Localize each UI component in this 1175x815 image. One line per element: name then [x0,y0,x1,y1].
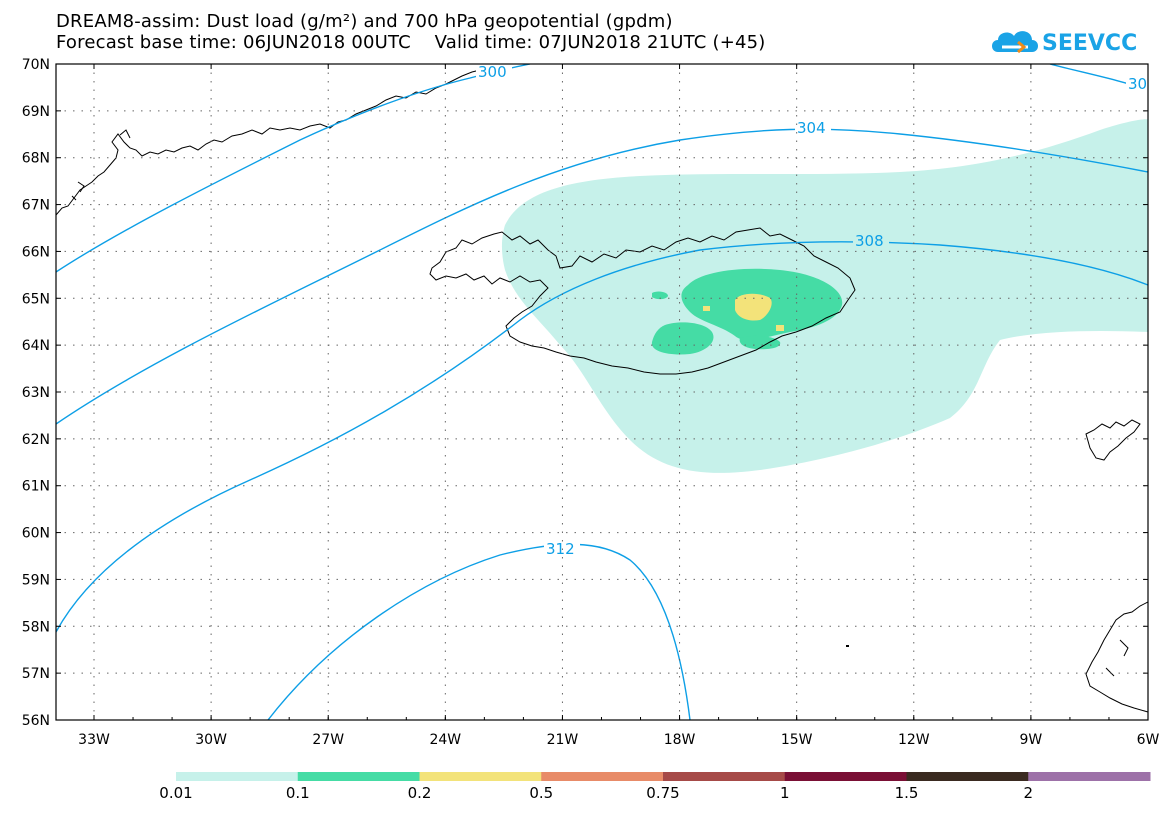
colorbar-label: 1.5 [894,784,919,802]
colorbar-swatch [419,772,542,781]
lat-label: 60N [22,526,50,542]
map-title-line2: Forecast base time: 06JUN2018 00UTC Vali… [56,32,766,53]
latitude-labels: 70N 69N 68N 67N 66N 65N 64N 63N 62N 61N 60N 59N 58N 5… [22,57,50,729]
colorbar-label: 0.01 [159,784,193,802]
greenland-coastline [71,129,131,201]
lat-label: 63N [22,385,50,401]
lat-label: 70N [22,57,50,73]
lon-label: 18W [664,732,696,748]
lon-label: 24W [429,732,461,748]
lat-label: 66N [22,244,50,260]
lat-label: 57N [22,666,50,682]
lat-label: 67N [22,198,50,214]
colorbar-label: 1 [779,784,790,802]
scotland-coastline [1085,601,1148,713]
longitude-labels: 33W 30W 27W 24W 21W 18W 15W 12W 9W 6W [78,732,1159,748]
colorbar-label: 0.75 [646,784,680,802]
iceland-coastline [429,227,856,375]
dust-shading-high [703,306,710,311]
dust-shading-medium [651,322,714,355]
colorbar-swatch [663,772,786,781]
lat-label: 61N [22,479,50,495]
lon-label: 30W [195,732,227,748]
colorbar-swatch [906,772,1029,781]
contour-label: 300 [478,63,507,81]
colorbar-swatch [297,772,420,781]
colorbar-swatch [784,772,907,781]
dust-shading-medium [652,291,668,300]
colorbar-label: 0.1 [285,784,310,802]
lat-label: 64N [22,338,50,354]
contour-label: 312 [546,540,575,558]
lon-label: 21W [547,732,579,748]
graticule [56,64,1148,720]
lon-label: 12W [898,732,930,748]
lon-label: 9W [1020,732,1043,748]
contour-300 [56,64,531,273]
contour-312 [267,543,691,720]
axis-ticks [56,63,1149,721]
lat-label: 62N [22,432,50,448]
faroe-coastline [1085,419,1141,461]
lon-label: 27W [312,732,344,748]
colorbar [176,772,1151,781]
lat-label: 65N [22,291,50,307]
contour-label: 30 [1128,75,1147,93]
seevccc-logo: SEEVCCC [992,31,1138,56]
dust-shading-medium [739,335,781,350]
colorbar-swatch [1028,772,1151,781]
logo-text: SEEVCCC [1042,31,1138,56]
colorbar-swatch [541,772,664,781]
lat-label: 69N [22,104,50,120]
colorbar-swatch [176,772,299,781]
contour-304 [56,128,1148,425]
lat-label: 56N [22,713,50,729]
lat-label: 59N [22,572,50,588]
colorbar-label: 0.5 [529,784,554,802]
lon-label: 15W [781,732,813,748]
lon-label: 6W [1137,732,1160,748]
lat-label: 58N [22,619,50,635]
contour-label: 304 [797,119,826,137]
dust-shading-high [735,293,772,321]
lat-label: 68N [22,151,50,167]
dust-shading-high [776,325,784,331]
contour-308 [56,241,1148,633]
lon-label: 33W [78,732,110,748]
colorbar-label: 0.2 [407,784,432,802]
cloud-icon [992,31,1038,54]
contour-label: 308 [855,232,884,250]
colorbar-label: 2 [1023,784,1034,802]
map-title-line1: DREAM8-assim: Dust load (g/m²) and 700 h… [56,11,673,32]
